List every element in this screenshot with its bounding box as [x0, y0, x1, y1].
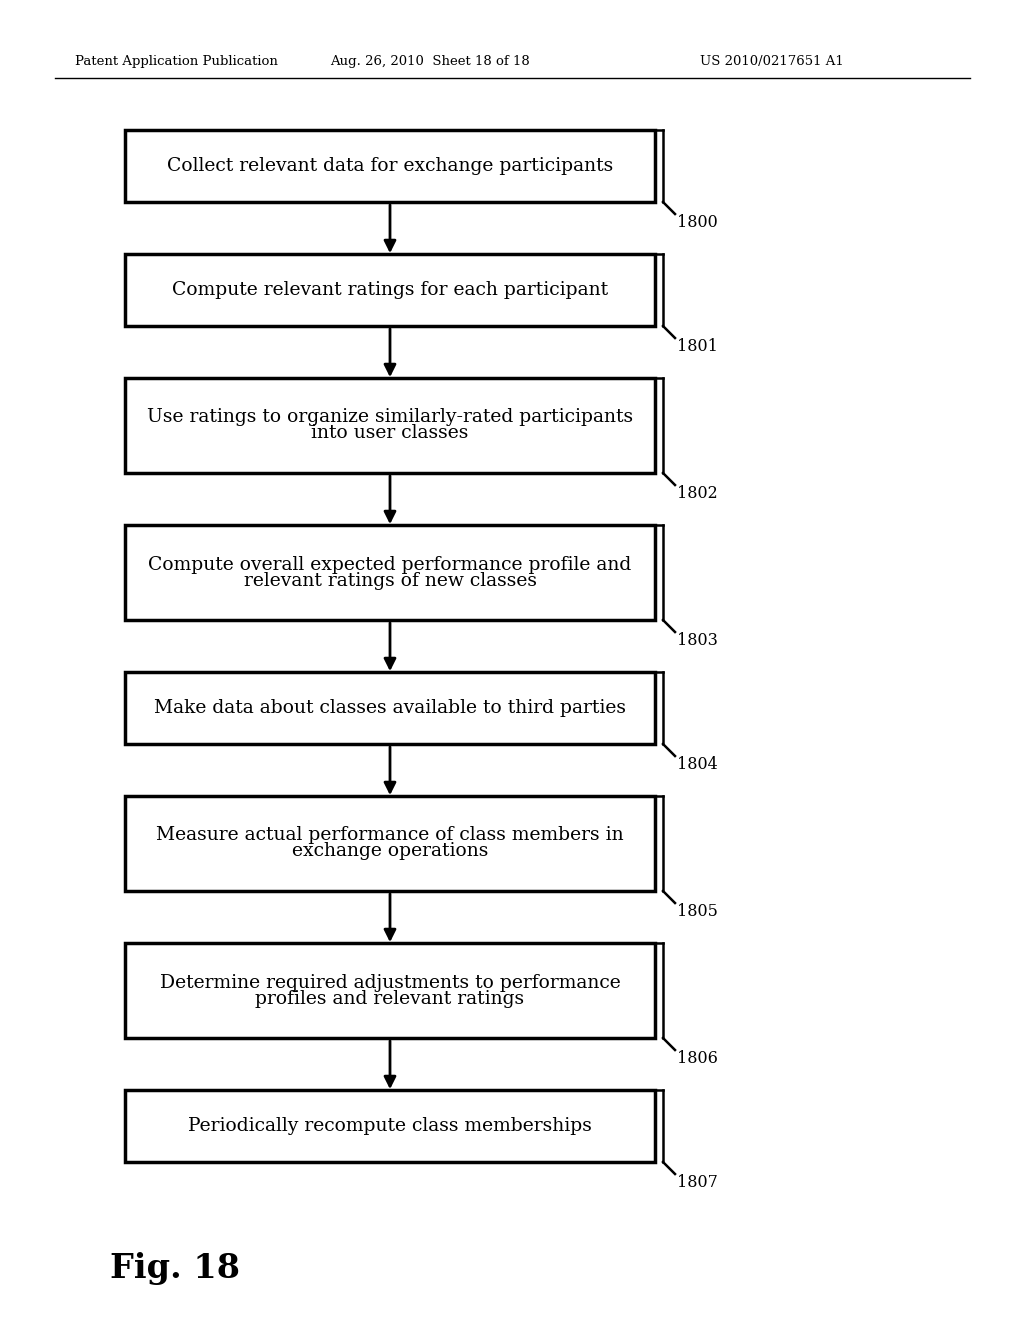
Text: Collect relevant data for exchange participants: Collect relevant data for exchange parti…	[167, 157, 613, 176]
Text: 1802: 1802	[677, 484, 718, 502]
Text: relevant ratings of new classes: relevant ratings of new classes	[244, 572, 537, 590]
Text: 1806: 1806	[677, 1049, 718, 1067]
Text: Determine required adjustments to performance: Determine required adjustments to perfor…	[160, 974, 621, 991]
Text: Compute overall expected performance profile and: Compute overall expected performance pro…	[148, 556, 632, 573]
Bar	[125, 525, 655, 620]
Text: Measure actual performance of class members in: Measure actual performance of class memb…	[157, 826, 624, 845]
Text: Fig. 18: Fig. 18	[110, 1251, 240, 1284]
Bar	[125, 942, 655, 1038]
Bar	[125, 672, 655, 744]
Text: 1801: 1801	[677, 338, 718, 355]
Text: Use ratings to organize similarly-rated participants: Use ratings to organize similarly-rated …	[146, 408, 633, 426]
Bar	[125, 129, 655, 202]
Text: Patent Application Publication: Patent Application Publication	[75, 55, 278, 69]
Bar	[125, 1090, 655, 1162]
Text: 1800: 1800	[677, 214, 718, 231]
Text: 1804: 1804	[677, 756, 718, 774]
Bar	[125, 253, 655, 326]
Text: 1807: 1807	[677, 1173, 718, 1191]
Text: Compute relevant ratings for each participant: Compute relevant ratings for each partic…	[172, 281, 608, 300]
Text: into user classes: into user classes	[311, 425, 469, 442]
Text: Aug. 26, 2010  Sheet 18 of 18: Aug. 26, 2010 Sheet 18 of 18	[330, 55, 529, 69]
Text: 1805: 1805	[677, 903, 718, 920]
Text: Periodically recompute class memberships: Periodically recompute class memberships	[188, 1117, 592, 1135]
Text: US 2010/0217651 A1: US 2010/0217651 A1	[700, 55, 844, 69]
Text: profiles and relevant ratings: profiles and relevant ratings	[255, 990, 524, 1007]
Bar	[125, 378, 655, 473]
Text: 1803: 1803	[677, 632, 718, 649]
Text: Make data about classes available to third parties: Make data about classes available to thi…	[154, 700, 626, 717]
Text: exchange operations: exchange operations	[292, 842, 488, 861]
Bar	[125, 796, 655, 891]
